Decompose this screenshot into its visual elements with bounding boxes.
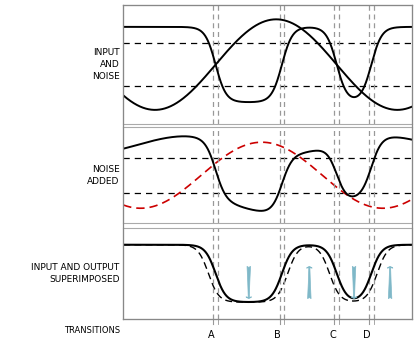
- Text: TRANSITIONS: TRANSITIONS: [64, 326, 120, 336]
- Text: NOISE
ADDED: NOISE ADDED: [87, 165, 120, 185]
- Text: D: D: [363, 330, 371, 339]
- Text: INPUT AND OUTPUT
SUPERIMPOSED: INPUT AND OUTPUT SUPERIMPOSED: [31, 263, 120, 284]
- Text: C: C: [329, 330, 336, 339]
- Text: INPUT
AND
NOISE: INPUT AND NOISE: [92, 48, 120, 81]
- Text: A: A: [208, 330, 214, 339]
- Text: B: B: [274, 330, 281, 339]
